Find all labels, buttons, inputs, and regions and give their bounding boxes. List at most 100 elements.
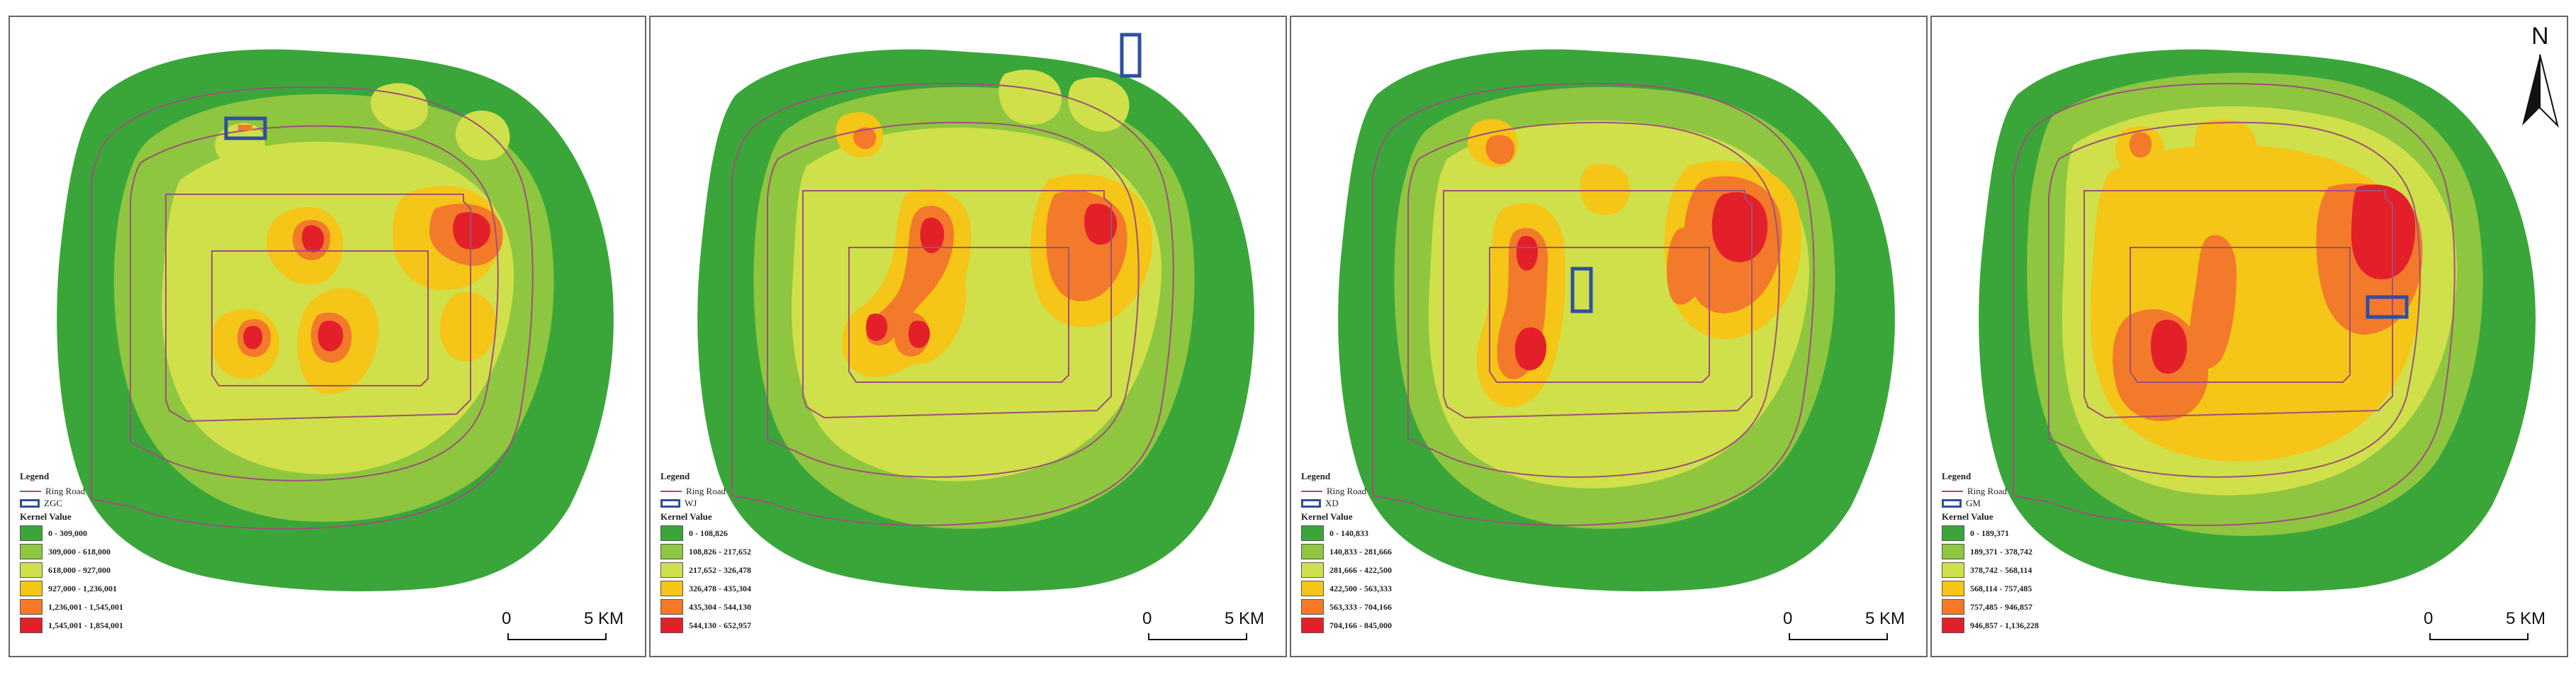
class-swatch (660, 618, 683, 633)
aoi-label: XD (1325, 497, 1339, 508)
aoi-box-symbol (20, 498, 40, 508)
aoi-label: WJ (685, 497, 697, 508)
scale-zero-label: 0 (2424, 609, 2434, 628)
legend-title: Legend (660, 471, 690, 481)
legend-class: 0 - 108,826 (660, 524, 845, 542)
ring-road-symbol (1942, 490, 1963, 492)
class-label: 0 - 309,000 (48, 528, 87, 538)
scale-five-label: 5 KM (584, 609, 624, 628)
legend-class: 378,742 - 568,114 (1942, 561, 2126, 579)
legend-class: 927,000 - 1,236,001 (20, 579, 204, 598)
map-legend: Legend Ring Road XD Kernel Value 0 - 140… (1301, 471, 1485, 635)
aoi-box-symbol (660, 498, 680, 508)
class-swatch (1301, 544, 1324, 559)
class-swatch (20, 544, 43, 559)
class-label: 927,000 - 1,236,001 (48, 583, 117, 593)
class-swatch (1942, 544, 1964, 559)
kernel-value-title: Kernel Value (660, 511, 712, 522)
kernel-value-title: Kernel Value (1301, 511, 1353, 522)
map-legend: Legend Ring Road WJ Kernel Value 0 - 108… (660, 471, 845, 635)
class-swatch (20, 525, 43, 541)
class-label: 217,652 - 326,478 (689, 564, 751, 575)
class-label: 618,000 - 927,000 (48, 564, 111, 575)
class-label: 757,485 - 946,857 (1970, 601, 2032, 612)
class-swatch (20, 562, 43, 578)
legend-class: 0 - 140,833 (1301, 524, 1485, 542)
class-swatch (1942, 562, 1964, 578)
class-label: 378,742 - 568,114 (1970, 564, 2032, 575)
ring-road-label: Ring Road (686, 485, 726, 496)
legend-ring-road: Ring Road (660, 485, 845, 497)
legend-class: 309,000 - 618,000 (20, 542, 204, 561)
legend-class: 281,666 - 422,500 (1301, 561, 1485, 579)
aoi-box-symbol (1942, 498, 1962, 508)
class-label: 435,304 - 544,130 (689, 601, 751, 612)
class-swatch (660, 581, 683, 596)
ring-road-label: Ring Road (45, 485, 85, 496)
legend-class: 946,857 - 1,136,228 (1942, 616, 2126, 635)
legend-title: Legend (20, 471, 50, 481)
map-panel-xd: Legend Ring Road XD Kernel Value 0 - 140… (1290, 16, 1928, 657)
ring-road-label: Ring Road (1967, 485, 2007, 496)
aoi-label: GM (1966, 497, 1981, 508)
kernel-density-map (1979, 49, 2536, 591)
legend-class: 108,826 - 217,652 (660, 542, 845, 561)
kernel-density-map (57, 49, 614, 591)
map-panel-wj: Legend Ring Road WJ Kernel Value 0 - 108… (649, 16, 1287, 657)
scale-five-label: 5 KM (1225, 609, 1265, 628)
class-swatch (1942, 599, 1964, 615)
scale-five-label: 5 KM (2506, 609, 2546, 628)
legend-class: 618,000 - 927,000 (20, 561, 204, 579)
class-swatch (1301, 618, 1324, 633)
legend-class: 435,304 - 544,130 (660, 598, 845, 616)
class-label: 108,826 - 217,652 (689, 546, 751, 557)
scale-bar: 0 5 KM (1780, 609, 1915, 652)
legend-class: 757,485 - 946,857 (1942, 598, 2126, 616)
class-label: 568,114 - 757,485 (1970, 583, 2032, 593)
kernel-density-map (1338, 49, 1895, 591)
ring-road-symbol (1301, 490, 1322, 492)
legend-class: 704,166 - 845,000 (1301, 616, 1485, 635)
class-label: 0 - 108,826 (689, 528, 728, 538)
legend-class: 140,833 - 281,666 (1301, 542, 1485, 561)
scale-zero-label: 0 (1783, 609, 1793, 628)
class-label: 281,666 - 422,500 (1329, 564, 1392, 575)
legend-title: Legend (1942, 471, 1972, 481)
legend-aoi: WJ (660, 497, 845, 509)
legend-class: 0 - 189,371 (1942, 524, 2126, 542)
class-swatch (1942, 525, 1964, 541)
ring-road-symbol (20, 490, 41, 492)
class-swatch (660, 562, 683, 578)
scale-bar-line (2429, 633, 2529, 640)
ring-road-symbol (660, 490, 682, 492)
ring-road-label: Ring Road (1327, 485, 1366, 496)
class-label: 1,236,001 - 1,545,001 (48, 601, 123, 612)
scale-bar: 0 5 KM (2421, 609, 2555, 652)
legend-class: 189,371 - 378,742 (1942, 542, 2126, 561)
north-arrow-icon (2522, 54, 2559, 128)
scale-five-label: 5 KM (1865, 609, 1906, 628)
north-arrow: N (2519, 23, 2561, 129)
class-label: 326,478 - 435,304 (689, 583, 751, 593)
legend-aoi: GM (1942, 497, 2126, 509)
class-swatch (20, 618, 43, 633)
class-swatch (660, 599, 683, 615)
north-label: N (2531, 23, 2549, 50)
class-swatch (20, 581, 43, 596)
legend-aoi: ZGC (20, 497, 204, 509)
class-swatch (1301, 599, 1324, 615)
scale-bar-line (1789, 633, 1888, 640)
class-label: 422,500 - 563,333 (1329, 583, 1392, 593)
legend-class: 0 - 309,000 (20, 524, 204, 542)
class-label: 0 - 189,371 (1970, 528, 2009, 538)
legend-class: 563,333 - 704,166 (1301, 598, 1485, 616)
legend-ring-road: Ring Road (1942, 485, 2126, 497)
legend-class: 1,545,001 - 1,854,001 (20, 616, 204, 635)
legend-class: 1,236,001 - 1,545,001 (20, 598, 204, 616)
class-label: 563,333 - 704,166 (1329, 601, 1392, 612)
legend-title: Legend (1301, 471, 1331, 481)
legend-ring-road: Ring Road (20, 485, 204, 497)
class-swatch (1942, 618, 1964, 633)
legend-class: 544,130 - 652,957 (660, 616, 845, 635)
aoi-box-symbol (1301, 498, 1321, 508)
